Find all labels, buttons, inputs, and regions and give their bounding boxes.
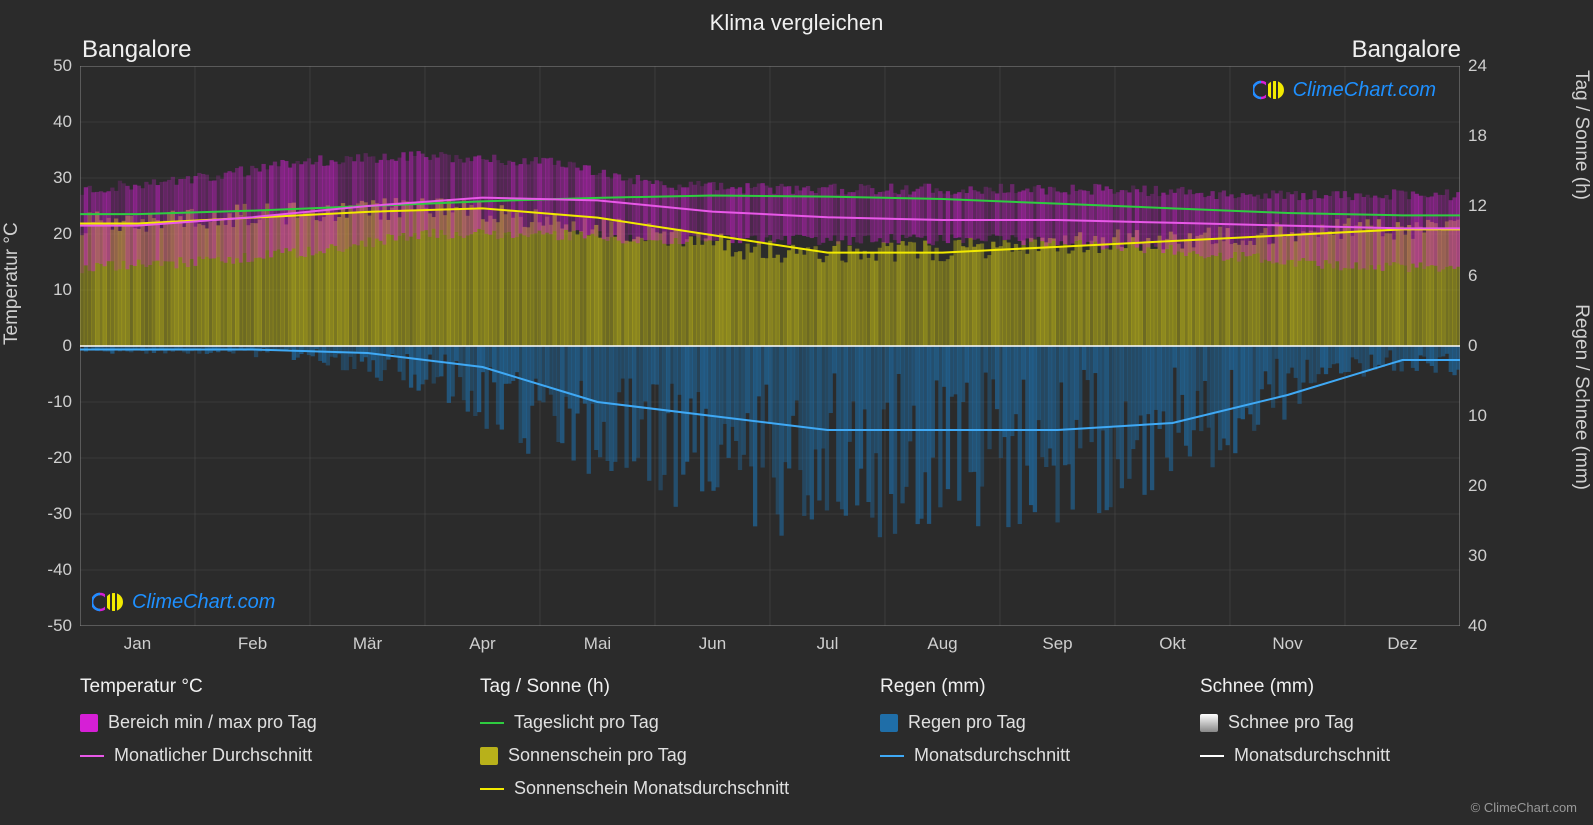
city-label-right: Bangalore xyxy=(1352,36,1461,64)
y-right-top-tick: 12 xyxy=(1468,196,1528,216)
legend-col-snow: Schnee (mm) Schnee pro Tag Monatsdurchsc… xyxy=(1200,676,1480,799)
swatch-snow-fill xyxy=(1200,714,1218,732)
legend-heading-sun: Tag / Sonne (h) xyxy=(480,676,840,698)
x-month-tick: Jul xyxy=(817,634,839,654)
x-month-tick: Aug xyxy=(927,634,957,654)
x-month-tick: Okt xyxy=(1159,634,1185,654)
legend-item-snow-avg: Monatsdurchschnitt xyxy=(1200,745,1480,766)
x-month-tick: Sep xyxy=(1042,634,1072,654)
copyright-text: © ClimeChart.com xyxy=(1471,800,1577,815)
x-month-tick: Nov xyxy=(1272,634,1302,654)
x-month-tick: Mär xyxy=(353,634,382,654)
watermark-bottom-left: ClimeChart.com xyxy=(92,590,275,614)
legend-label: Monatsdurchschnitt xyxy=(1234,745,1390,766)
chart-plot-area: 50403020100-10-20-30-40-50 2418126010203… xyxy=(80,66,1460,626)
y-axis-right-top-label: Tag / Sonne (h) xyxy=(1570,70,1592,200)
y-left-tick: 0 xyxy=(2,336,72,356)
legend: Temperatur °C Bereich min / max pro Tag … xyxy=(80,676,1510,799)
legend-item-temp-range: Bereich min / max pro Tag xyxy=(80,712,440,733)
legend-label: Tageslicht pro Tag xyxy=(514,712,659,733)
y-right-bottom-tick: 30 xyxy=(1468,546,1528,566)
legend-item-sunshine-daily: Sonnenschein pro Tag xyxy=(480,745,840,766)
legend-label: Sonnenschein Monatsdurchschnitt xyxy=(514,778,789,799)
x-month-tick: Mai xyxy=(584,634,611,654)
legend-label: Monatsdurchschnitt xyxy=(914,745,1070,766)
swatch-rain-fill xyxy=(880,714,898,732)
y-left-tick: -40 xyxy=(2,560,72,580)
legend-item-daylight: Tageslicht pro Tag xyxy=(480,712,840,733)
swatch-daylight-line xyxy=(480,722,504,724)
y-left-tick: 10 xyxy=(2,280,72,300)
legend-label: Regen pro Tag xyxy=(908,712,1026,733)
x-month-tick: Apr xyxy=(469,634,495,654)
legend-label: Sonnenschein pro Tag xyxy=(508,745,687,766)
legend-item-temp-avg: Monatlicher Durchschnitt xyxy=(80,745,440,766)
y-axis-right-bottom-label: Regen / Schnee (mm) xyxy=(1570,304,1592,490)
legend-label: Bereich min / max pro Tag xyxy=(108,712,317,733)
city-label-left: Bangalore xyxy=(82,36,191,64)
watermark-text: ClimeChart.com xyxy=(1293,79,1436,102)
y-left-tick: -10 xyxy=(2,392,72,412)
y-left-tick: -50 xyxy=(2,616,72,636)
y-right-bottom-tick: 20 xyxy=(1468,476,1528,496)
y-right-bottom-tick: 40 xyxy=(1468,616,1528,636)
y-left-tick: -30 xyxy=(2,504,72,524)
chart-svg xyxy=(80,66,1460,626)
legend-item-rain-daily: Regen pro Tag xyxy=(880,712,1160,733)
legend-item-rain-avg: Monatsdurchschnitt xyxy=(880,745,1160,766)
climechart-logo-icon xyxy=(1253,78,1287,102)
y-left-tick: 50 xyxy=(2,56,72,76)
x-month-tick: Jan xyxy=(124,634,151,654)
legend-item-snow-daily: Schnee pro Tag xyxy=(1200,712,1480,733)
legend-heading-temperature: Temperatur °C xyxy=(80,676,440,698)
y-right-top-tick: 24 xyxy=(1468,56,1528,76)
legend-heading-snow: Schnee (mm) xyxy=(1200,676,1480,698)
y-left-tick: 30 xyxy=(2,168,72,188)
watermark-text: ClimeChart.com xyxy=(132,591,275,614)
y-left-tick: -20 xyxy=(2,448,72,468)
chart-title: Klima vergleichen xyxy=(0,0,1593,36)
y-left-tick: 20 xyxy=(2,224,72,244)
watermark-top-right: ClimeChart.com xyxy=(1253,78,1436,102)
swatch-rain-line xyxy=(880,755,904,757)
swatch-temp-avg-line xyxy=(80,755,104,757)
y-right-top-tick: 6 xyxy=(1468,266,1528,286)
legend-col-rain: Regen (mm) Regen pro Tag Monatsdurchschn… xyxy=(880,676,1160,799)
legend-item-sunshine-avg: Sonnenschein Monatsdurchschnitt xyxy=(480,778,840,799)
legend-col-temperature: Temperatur °C Bereich min / max pro Tag … xyxy=(80,676,440,799)
swatch-sunshine-fill xyxy=(480,747,498,765)
y-right-bottom-tick: 10 xyxy=(1468,406,1528,426)
x-month-tick: Feb xyxy=(238,634,267,654)
legend-label: Schnee pro Tag xyxy=(1228,712,1354,733)
y-left-tick: 40 xyxy=(2,112,72,132)
x-month-tick: Jun xyxy=(699,634,726,654)
swatch-temp-range xyxy=(80,714,98,732)
climechart-logo-icon xyxy=(92,590,126,614)
swatch-sunshine-line xyxy=(480,788,504,790)
x-month-tick: Dez xyxy=(1387,634,1417,654)
legend-heading-rain: Regen (mm) xyxy=(880,676,1160,698)
legend-col-sun: Tag / Sonne (h) Tageslicht pro Tag Sonne… xyxy=(480,676,840,799)
swatch-snow-line xyxy=(1200,755,1224,757)
y-right-top-tick: 0 xyxy=(1468,336,1528,356)
y-right-top-tick: 18 xyxy=(1468,126,1528,146)
legend-label: Monatlicher Durchschnitt xyxy=(114,745,312,766)
